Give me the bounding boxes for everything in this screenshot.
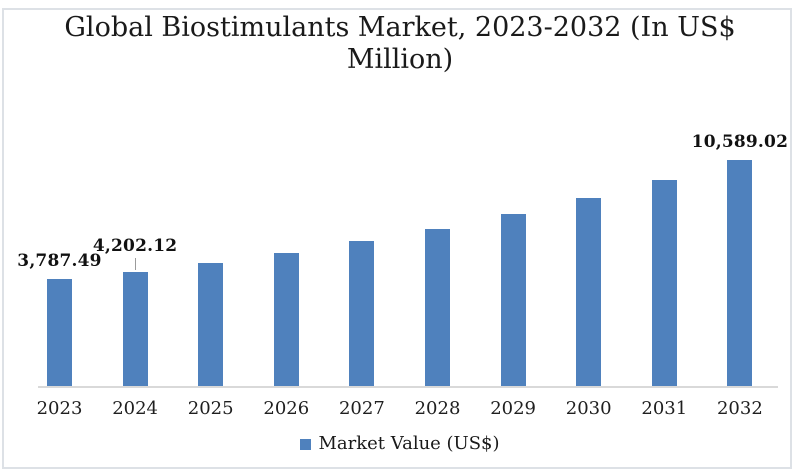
leader-line-2024 xyxy=(134,258,136,270)
bar-2031 xyxy=(651,180,677,387)
x-axis-line xyxy=(38,386,778,388)
data-label-2032: 10,589.02 xyxy=(691,132,789,152)
bar-2024 xyxy=(122,272,148,387)
x-tick-label-2024: 2024 xyxy=(112,398,158,419)
chart-title-line-2: Million) xyxy=(346,44,454,75)
bar-2027 xyxy=(349,241,375,387)
data-label-2023: 3,787.49 xyxy=(17,251,102,271)
x-tick-label-2026: 2026 xyxy=(263,398,310,419)
x-tick-label-2030: 2030 xyxy=(565,398,612,419)
bar-2028 xyxy=(425,229,450,387)
bar-2023 xyxy=(47,279,72,387)
bar-2032 xyxy=(727,160,753,387)
x-tick-label-2023: 2023 xyxy=(36,398,83,419)
legend: Market Value (US$) xyxy=(0,433,800,454)
chart-title-line-1: Global Biostimulants Market, 2023-2032 (… xyxy=(64,12,736,43)
bar-2025 xyxy=(198,263,224,387)
x-tick-label-2031: 2031 xyxy=(641,398,688,419)
x-tick-label-2025: 2025 xyxy=(187,398,234,419)
x-tick-label-2032: 2032 xyxy=(716,398,763,419)
legend-label: Market Value (US$) xyxy=(318,433,500,454)
bar-2026 xyxy=(273,253,299,387)
bar-2029 xyxy=(500,214,526,387)
legend-marker-icon xyxy=(300,439,312,450)
x-tick-label-2029: 2029 xyxy=(490,398,536,419)
chart-title: Global Biostimulants Market, 2023-2032 (… xyxy=(0,12,800,76)
data-label-2024: 4,202.12 xyxy=(92,236,178,256)
x-tick-label-2028: 2028 xyxy=(414,398,461,419)
bar-2030 xyxy=(576,198,602,387)
x-tick-label-2027: 2027 xyxy=(338,398,385,419)
